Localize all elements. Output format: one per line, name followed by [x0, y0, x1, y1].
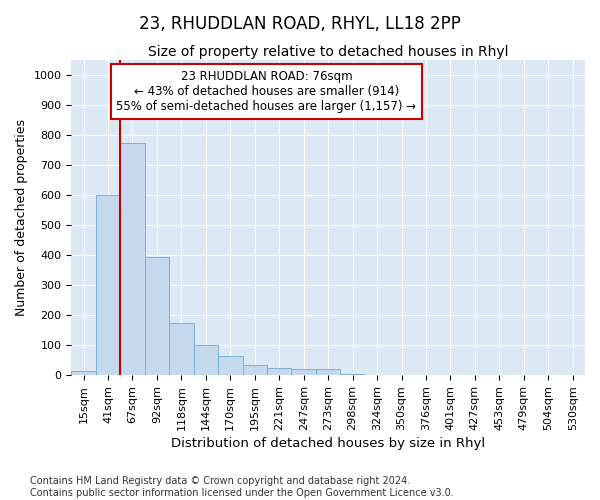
X-axis label: Distribution of detached houses by size in Rhyl: Distribution of detached houses by size … — [171, 437, 485, 450]
Y-axis label: Number of detached properties: Number of detached properties — [15, 119, 28, 316]
Bar — [194, 345, 218, 375]
Bar — [120, 142, 145, 375]
Bar — [169, 322, 194, 375]
Bar — [71, 370, 96, 375]
Bar — [292, 369, 316, 375]
Bar — [218, 356, 242, 375]
Bar — [267, 368, 292, 375]
Bar — [145, 256, 169, 375]
Bar — [340, 374, 365, 375]
Text: 23 RHUDDLAN ROAD: 76sqm
← 43% of detached houses are smaller (914)
55% of semi-d: 23 RHUDDLAN ROAD: 76sqm ← 43% of detache… — [116, 70, 416, 112]
Text: Contains HM Land Registry data © Crown copyright and database right 2024.
Contai: Contains HM Land Registry data © Crown c… — [30, 476, 454, 498]
Title: Size of property relative to detached houses in Rhyl: Size of property relative to detached ho… — [148, 45, 508, 59]
Bar — [96, 195, 120, 375]
Bar — [242, 364, 267, 375]
Text: 23, RHUDDLAN ROAD, RHYL, LL18 2PP: 23, RHUDDLAN ROAD, RHYL, LL18 2PP — [139, 15, 461, 33]
Bar — [316, 368, 340, 375]
